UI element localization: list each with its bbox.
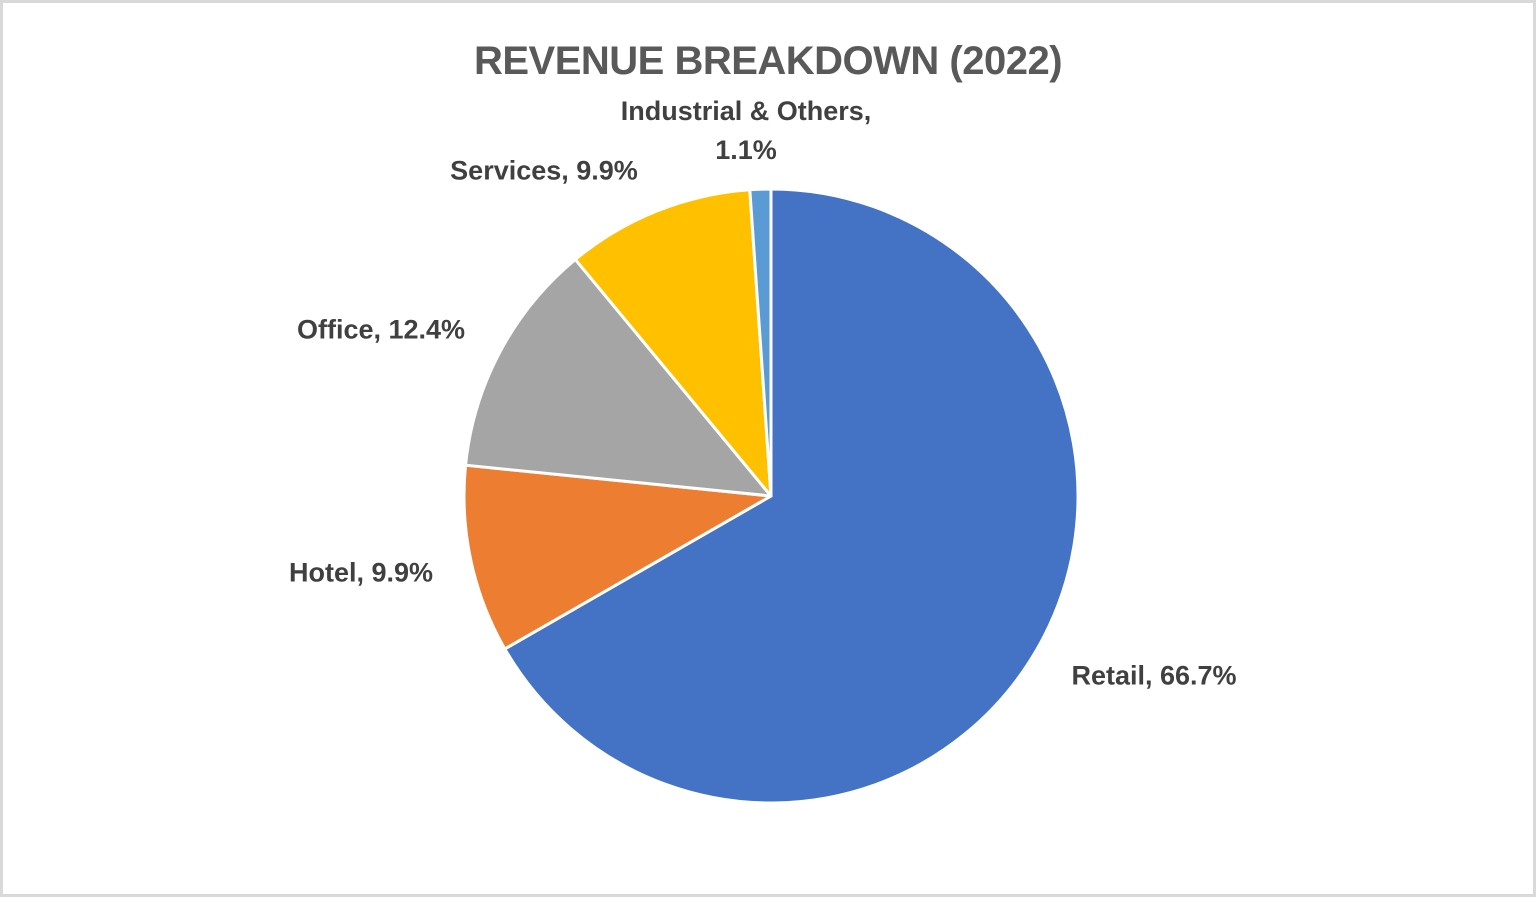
slice-label-office: Office, 12.4% [296,314,466,345]
chart-title: REVENUE BREAKDOWN (2022) [473,39,1063,83]
slice-label-retail: Retail, 66.7% [1071,660,1237,691]
slice-label-services: Services, 9.9% [450,155,638,186]
pie-slice-retail [503,187,1080,805]
pie-slice-office [464,257,773,498]
slice-label-industrial-others: Industrial & Others, 1.1% [620,95,872,165]
pie-slice-services [573,188,773,498]
pie-chart [462,187,1080,805]
pie-slice-industrial-others [748,187,773,498]
pie-slice-hotel [462,463,773,651]
slice-label-hotel: Hotel, 9.9% [288,557,434,588]
